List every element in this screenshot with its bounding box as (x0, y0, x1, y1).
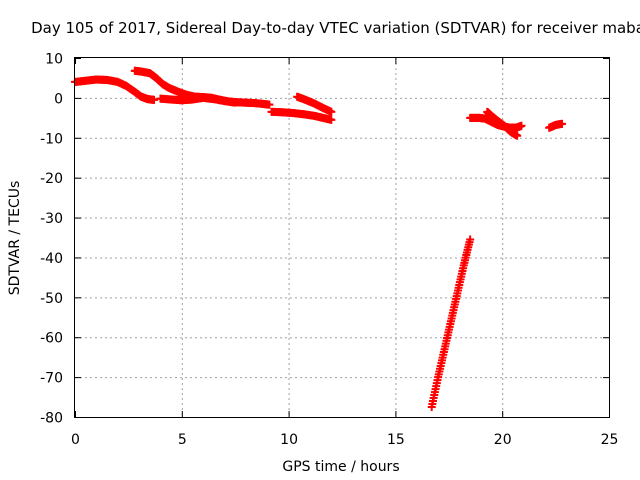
x-tick-label: 10 (280, 432, 298, 448)
x-axis-label: GPS time / hours (282, 459, 399, 475)
data-point-marker (231, 98, 240, 107)
series-track-3 (156, 93, 240, 107)
data-point-marker (327, 115, 336, 124)
series-track-1 (71, 75, 159, 104)
y-tick-label: -80 (40, 411, 63, 427)
grid (75, 58, 609, 417)
series-track-8 (483, 107, 522, 140)
y-tick-label: -10 (40, 131, 63, 147)
series-track-4 (267, 107, 336, 124)
y-tick-label: 0 (54, 91, 63, 107)
data-point-marker (466, 235, 475, 244)
x-tick-label: 15 (387, 432, 405, 448)
y-tick-label: 10 (45, 52, 63, 68)
series-track-5 (293, 92, 336, 116)
plot-frame (74, 57, 610, 418)
series-group (71, 66, 567, 412)
data-point-marker (558, 119, 567, 128)
y-tick-label: -60 (40, 331, 63, 347)
y-tick-label: -40 (40, 251, 63, 267)
data-point-marker (513, 131, 522, 140)
y-tick-label: -30 (40, 211, 63, 227)
x-tick-label: 5 (178, 432, 187, 448)
y-tick-label: -20 (40, 171, 63, 187)
x-tick-label: 0 (71, 432, 80, 448)
y-tick-label: -70 (40, 371, 63, 387)
axis-ticks: 10 0 -10 -20 -30 -40 -50 -60 -70 -80 0 5 10 15 20 25 (40, 52, 618, 449)
data-point-marker (517, 121, 526, 130)
series-track-9 (545, 119, 567, 132)
data-point-marker (150, 95, 159, 104)
data-point-marker (327, 107, 336, 116)
x-tick-label: 25 (601, 432, 619, 448)
data-point-marker (265, 100, 274, 109)
chart-title: Day 105 of 2017, Sidereal Day-to-day VTE… (31, 19, 640, 37)
y-tick-label: -50 (40, 291, 63, 307)
x-tick-label: 20 (494, 432, 512, 448)
series-track-6 (427, 235, 475, 412)
y-axis-label: SDTVAR / TECUs (7, 181, 23, 296)
